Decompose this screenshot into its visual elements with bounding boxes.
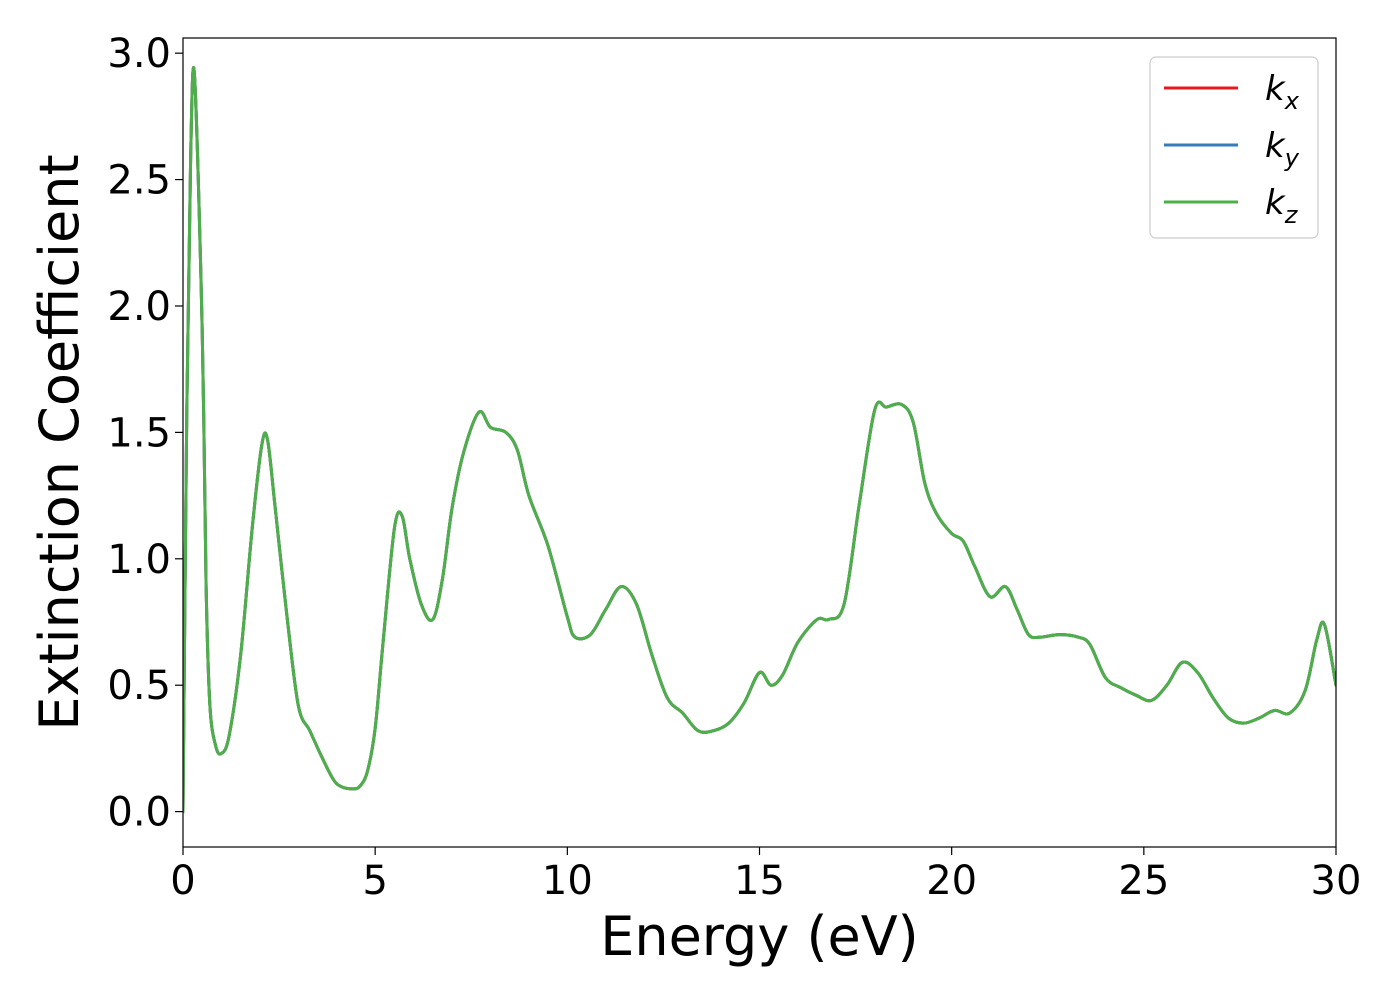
y-tick-label: 2.0 bbox=[107, 284, 171, 330]
x-tick-label: 15 bbox=[734, 858, 785, 904]
y-tick-label: 0.0 bbox=[107, 790, 171, 836]
legend-label-kx: kx bbox=[1265, 69, 1300, 115]
x-axis-label: Energy (eV) bbox=[600, 905, 919, 968]
legend: kx ky kz bbox=[1149, 56, 1319, 239]
y-axis-label: Extinction Coefficient bbox=[28, 154, 91, 730]
y-axis-ticks: 0.0 0.5 1.0 1.5 2.0 2.5 3.0 bbox=[107, 31, 183, 836]
legend-label-kz: kz bbox=[1265, 183, 1299, 229]
x-tick-label: 20 bbox=[926, 858, 977, 904]
x-axis-ticks: 0 5 10 15 20 25 30 bbox=[170, 847, 1361, 904]
series-line-kz bbox=[183, 66, 1336, 814]
x-tick-label: 30 bbox=[1311, 858, 1362, 904]
legend-label-ky: ky bbox=[1265, 126, 1300, 172]
x-tick-label: 10 bbox=[542, 858, 593, 904]
y-tick-label: 2.5 bbox=[107, 158, 171, 204]
x-tick-label: 5 bbox=[362, 858, 387, 904]
legend-frame bbox=[1149, 56, 1319, 239]
y-tick-label: 3.0 bbox=[107, 31, 171, 77]
y-tick-label: 1.0 bbox=[107, 537, 171, 583]
y-tick-label: 1.5 bbox=[107, 410, 171, 456]
series-layer bbox=[183, 66, 1336, 814]
x-tick-label: 0 bbox=[170, 858, 195, 904]
y-tick-label: 0.5 bbox=[107, 663, 171, 709]
x-tick-label: 25 bbox=[1118, 858, 1169, 904]
